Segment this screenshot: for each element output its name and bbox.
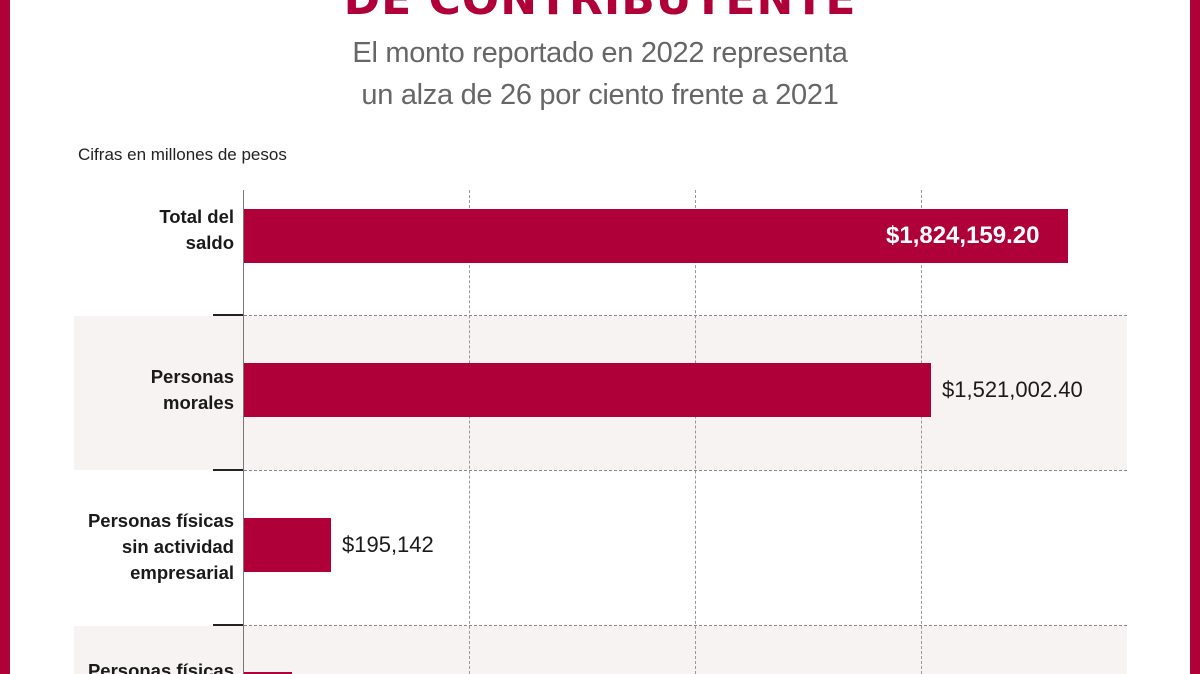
value-label-morales: $1,521,002.40 <box>942 377 1083 402</box>
frame-border-right <box>1190 0 1200 674</box>
bar-morales <box>244 363 931 417</box>
gridline-vertical-2 <box>695 190 696 674</box>
category-label-total: Total del saldo <box>159 206 234 253</box>
row-band-4 <box>74 626 1127 674</box>
subtitle-line-1: El monto reportado en 2022 representa <box>352 37 848 69</box>
subtitle-line-2: un alza de 26 por ciento frente a 2021 <box>361 79 839 111</box>
value-label-fisicas-sin-actividad: $195,142 <box>342 532 434 557</box>
chart-title: DE CONTRIBUYENTE <box>0 0 1200 25</box>
gridline-horizontal-1 <box>244 315 1127 316</box>
category-label-morales: Personas morales <box>150 366 234 413</box>
value-label-total: $1,824,159.20 <box>886 222 1040 249</box>
axis-tick-2 <box>213 469 243 471</box>
y-axis-line <box>243 190 244 674</box>
axis-tick-1 <box>213 314 243 316</box>
category-label-fisicas: Personas físicas <box>87 660 234 674</box>
bar-fisicas <box>244 672 292 674</box>
frame-border-left <box>0 0 10 674</box>
bar-total <box>244 209 1068 263</box>
gridline-vertical-3 <box>921 190 922 674</box>
gridline-horizontal-3 <box>244 625 1127 626</box>
gridline-vertical-1 <box>469 190 470 674</box>
bar-fisicas-sin-actividad <box>244 518 331 572</box>
category-label-fisicas-sin-actividad: Personas físicas sin actividad empresari… <box>87 510 234 583</box>
chart-subtitle: El monto reportado en 2022 representa un… <box>0 32 1200 116</box>
axis-tick-3 <box>213 624 243 626</box>
gridline-horizontal-2 <box>244 470 1127 471</box>
units-note: Cifras en millones de pesos <box>78 145 287 164</box>
